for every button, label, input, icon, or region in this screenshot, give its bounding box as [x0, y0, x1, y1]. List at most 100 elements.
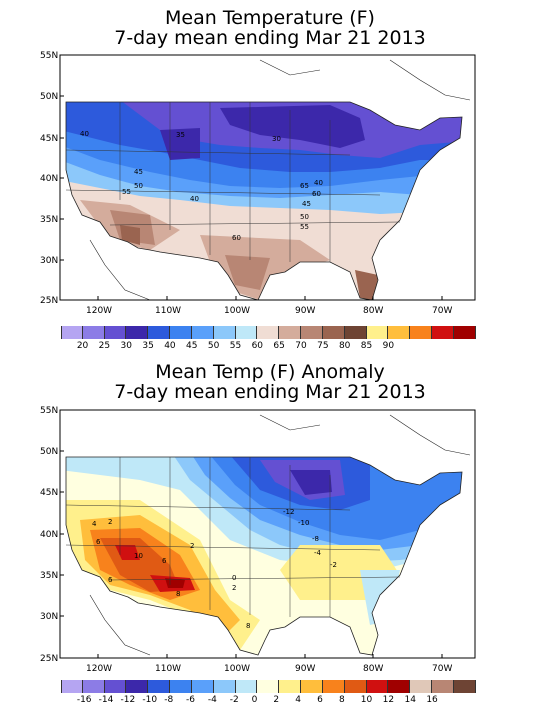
- panel1-lat-label: 25N: [40, 296, 58, 306]
- panel1-title-line1: Mean Temperature (F): [165, 7, 375, 29]
- panel1-lat-label: 50N: [40, 92, 58, 102]
- colorbar-swatch: [61, 326, 83, 339]
- colorbar-swatch: [235, 326, 258, 339]
- panel2-lat-label: 50N: [40, 447, 58, 457]
- colorbar-swatch: [344, 326, 367, 339]
- colorbar-swatch: [82, 680, 105, 693]
- panel1-frame: [59, 54, 476, 301]
- panel2-title-line2: 7-day mean ending Mar 21 2013: [114, 381, 426, 403]
- contour-label: 2: [108, 518, 112, 526]
- colorbar-label: 75: [317, 341, 329, 351]
- panel1-map-body: [65, 59, 471, 301]
- colorbar-swatch: [432, 326, 454, 339]
- colorbar-swatch: [453, 680, 476, 693]
- panel2-lat-label: 55N: [40, 406, 58, 416]
- colorbar-label: 65: [273, 341, 285, 351]
- contour-label: 2: [190, 542, 194, 550]
- colorbar-label: -8: [164, 695, 174, 705]
- panel1-lat-label: 30N: [40, 256, 58, 266]
- panel2-lon-label: 80W: [363, 664, 383, 674]
- colorbar-swatch: [257, 326, 280, 339]
- panel2-frame: [59, 409, 476, 659]
- panel1-colorbar: [61, 326, 476, 339]
- panel1-lon-label: 90W: [295, 306, 315, 316]
- contour-label: 65: [300, 182, 309, 190]
- colorbar-swatch: [213, 680, 236, 693]
- colorbar-swatch: [170, 326, 192, 339]
- panel2-lon-label: 70W: [432, 664, 452, 674]
- contour-label: 60: [312, 190, 321, 198]
- panel1-lon-label: 110W: [155, 306, 181, 316]
- panel1-lon-label: 100W: [224, 306, 250, 316]
- colorbar-label: 80: [338, 341, 351, 351]
- colorbar-label: -14: [98, 695, 114, 705]
- colorbar-label: 20: [76, 341, 89, 351]
- colorbar-swatch: [279, 680, 302, 693]
- contour-label: -8: [312, 535, 319, 543]
- colorbar-label: 2: [273, 695, 280, 705]
- contour-label: 6: [108, 576, 113, 584]
- panel1-lon-label: 80W: [363, 306, 383, 316]
- colorbar-swatch: [453, 326, 476, 339]
- colorbar-swatch: [410, 680, 433, 693]
- colorbar-swatch: [366, 326, 389, 339]
- colorbar-swatch: [148, 326, 171, 339]
- contour-label: 8: [246, 622, 250, 630]
- colorbar-swatch: [82, 326, 105, 339]
- colorbar-label: 4: [295, 695, 301, 705]
- contour-label: 40: [314, 179, 323, 187]
- contour-label: 50: [134, 182, 143, 190]
- contour-label: 2: [232, 584, 236, 592]
- contour-label: -10: [298, 519, 309, 527]
- contour-label: 45: [302, 200, 311, 208]
- panel2-map-body: [66, 457, 462, 655]
- contour-label: 10: [134, 552, 143, 560]
- contour-label: 50: [300, 213, 309, 221]
- contour-label: 0: [232, 574, 236, 582]
- panel2-lon-label: 100W: [224, 664, 250, 674]
- contour-label: 8: [176, 590, 180, 598]
- contour-label: 35: [176, 131, 185, 139]
- contour-label: 55: [122, 188, 131, 196]
- colorbar-label: 16: [426, 695, 438, 705]
- panel1-lat-label: 55N: [40, 51, 58, 61]
- contour-label: 40: [190, 195, 199, 203]
- colorbar-label: 10: [360, 695, 373, 705]
- colorbar-label: -10: [142, 695, 158, 705]
- contour-label: -12: [283, 508, 294, 516]
- panel1-lon-label: 120W: [86, 306, 112, 316]
- contour-label: -2: [330, 561, 337, 569]
- colorbar-label: 60: [251, 341, 264, 351]
- colorbar-swatch: [301, 326, 323, 339]
- contour-label: 40: [80, 130, 89, 138]
- colorbar-swatch: [104, 680, 127, 693]
- colorbar-label: 12: [382, 695, 395, 705]
- colorbar-swatch: [126, 680, 149, 693]
- panel2-lon-label: 110W: [155, 664, 181, 674]
- colorbar-swatch: [388, 680, 411, 693]
- colorbar-label: -6: [186, 695, 196, 705]
- colorbar-label: 40: [164, 341, 176, 351]
- colorbar-swatch: [432, 680, 454, 693]
- colorbar-label: -4: [207, 695, 217, 705]
- panel2-lat-label: 35N: [40, 571, 58, 581]
- colorbar-label: 90: [382, 341, 395, 351]
- colorbar-label: 25: [98, 341, 111, 351]
- colorbar-swatch: [104, 326, 127, 339]
- colorbar-label: 55: [229, 341, 242, 351]
- colorbar-swatch: [61, 680, 83, 693]
- contour-label: 4: [92, 520, 97, 528]
- contour-label: 30: [272, 135, 281, 143]
- colorbar-swatch: [279, 326, 302, 339]
- colorbar-label: 6: [317, 695, 323, 705]
- colorbar-swatch: [322, 680, 345, 693]
- contour-label: 45: [134, 168, 143, 176]
- panel2-lon-label: 90W: [295, 664, 315, 674]
- panel1-lat-label: 45N: [40, 134, 58, 144]
- colorbar-swatch: [301, 680, 323, 693]
- contour-label: 55: [300, 223, 309, 231]
- panel2-lat-label: 40N: [40, 530, 58, 540]
- colorbar-swatch: [191, 680, 214, 693]
- panel1-lon-label: 70W: [432, 306, 452, 316]
